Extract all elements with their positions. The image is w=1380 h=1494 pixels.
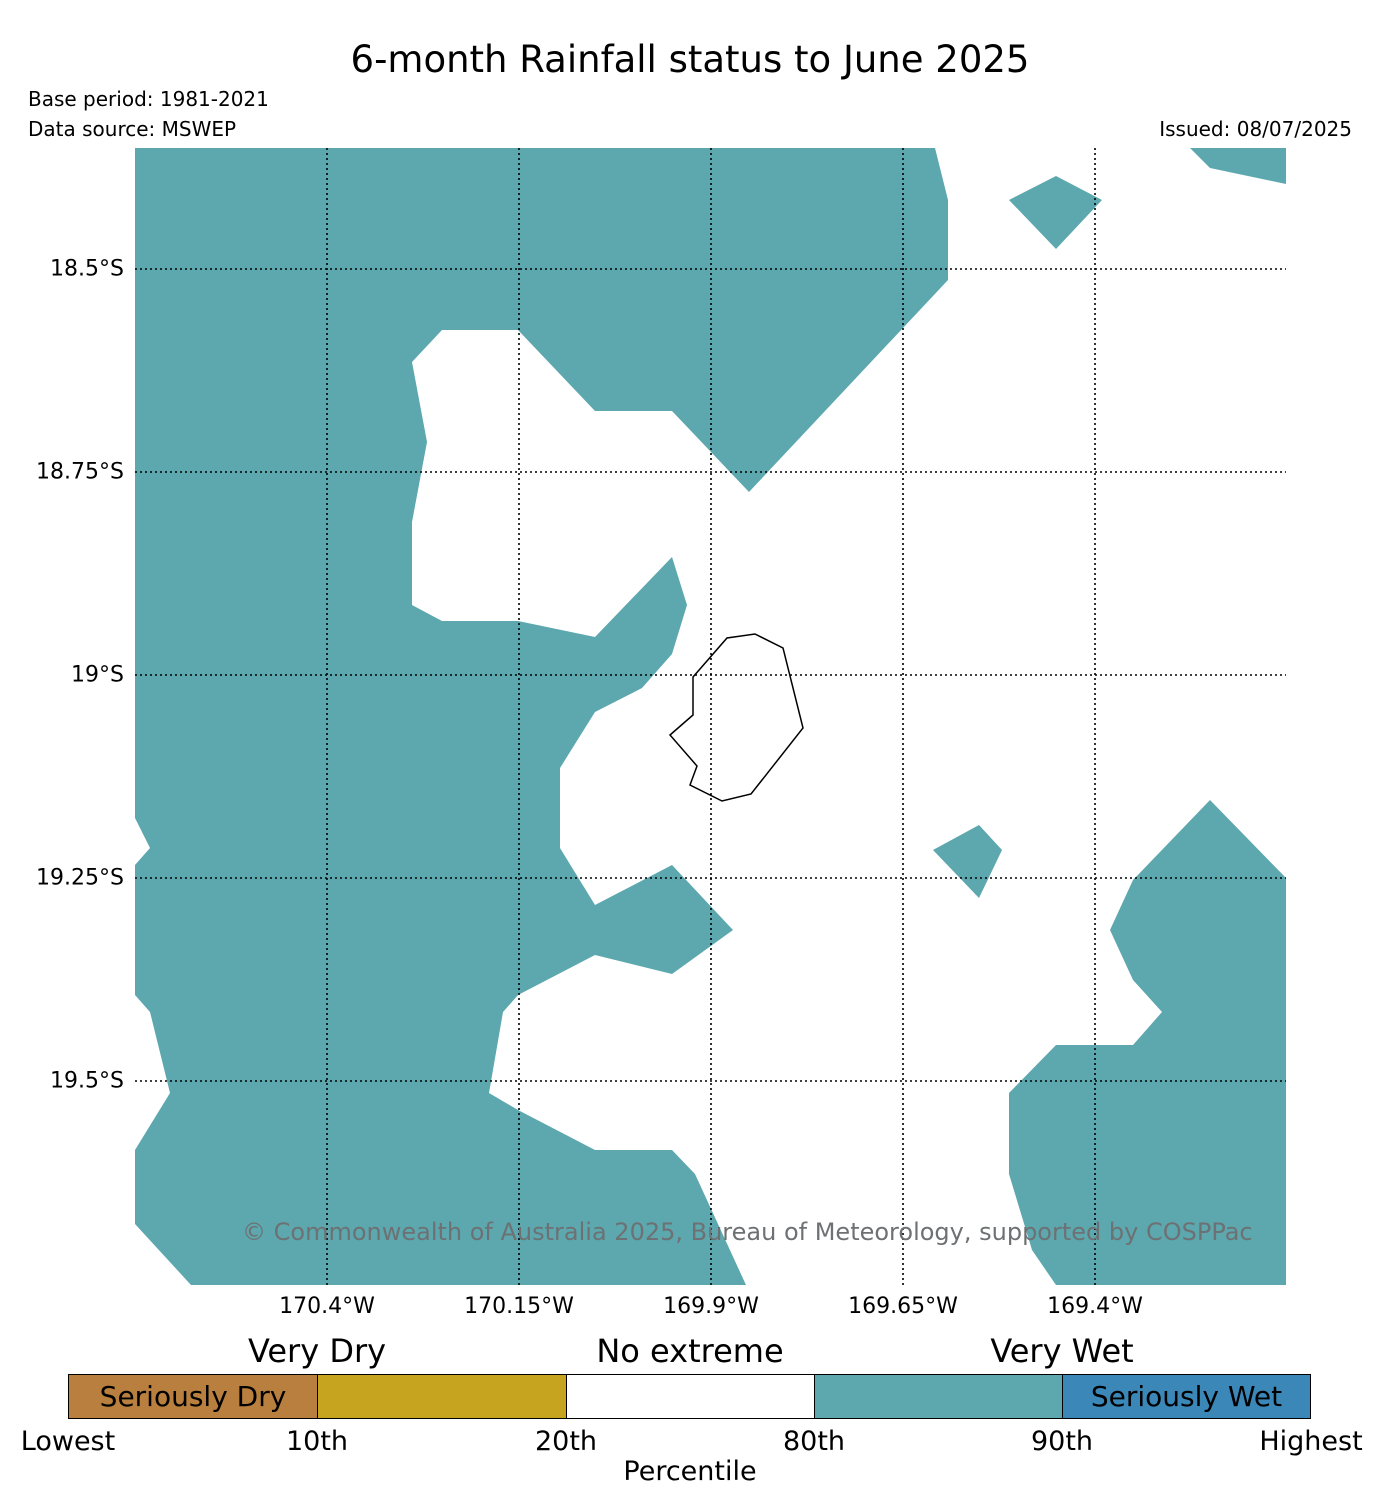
legend-segment-seriously-dry: Seriously Dry [68, 1374, 318, 1419]
percentile-label: 10th [285, 1426, 349, 1457]
percentile-label: Highest [1259, 1426, 1363, 1457]
percentile-axis-label: Percentile [623, 1456, 757, 1487]
very-wet-region-ne-small [1009, 176, 1102, 249]
base-period-text: Base period: 1981-2021 [28, 87, 269, 111]
legend-category-very-dry: Very Dry [247, 1332, 387, 1370]
percentile-label: 20th [534, 1426, 598, 1457]
lat-label: 19°S [71, 662, 124, 688]
lon-label: 170.4°W [279, 1294, 375, 1319]
percentile-label: 80th [782, 1426, 846, 1457]
lat-label: 19.25°S [36, 865, 124, 891]
legend-category-no-extreme: No extreme [596, 1332, 784, 1370]
lon-label: 169.65°W [848, 1294, 958, 1319]
very-wet-region-southeast [1009, 800, 1286, 1285]
legend-segment-no-extreme [566, 1374, 816, 1419]
lat-label: 19.5°S [50, 1068, 124, 1094]
very-wet-region-central-small [933, 825, 1002, 898]
map-title: 6-month Rainfall status to June 2025 [350, 38, 1030, 81]
percentile-label: Lowest [20, 1426, 116, 1457]
lat-label: 18.75°S [36, 459, 124, 485]
lon-label: 170.15°W [464, 1294, 574, 1319]
legend-segment-seriously-wet: Seriously Wet [1062, 1374, 1311, 1419]
gridlines [135, 148, 1286, 1285]
copyright-notice: © Commonwealth of Australia 2025, Bureau… [242, 1218, 1253, 1246]
island-coastline [668, 633, 804, 802]
lon-label: 169.4°W [1047, 1294, 1143, 1319]
percentile-label: 90th [1030, 1426, 1094, 1457]
lon-label: 169.9°W [663, 1294, 759, 1319]
legend-segment-very-dry [317, 1374, 567, 1419]
data-source-text: Data source: MSWEP [28, 117, 237, 141]
very-wet-region-ne-corner [1190, 148, 1286, 184]
issued-date-text: Issued: 08/07/2025 [1159, 117, 1352, 141]
legend-segment-very-wet [814, 1374, 1064, 1419]
lat-label: 18.5°S [50, 256, 124, 282]
legend-category-very-wet: Very Wet [990, 1332, 1134, 1370]
very-wet-region-west [135, 148, 948, 1285]
